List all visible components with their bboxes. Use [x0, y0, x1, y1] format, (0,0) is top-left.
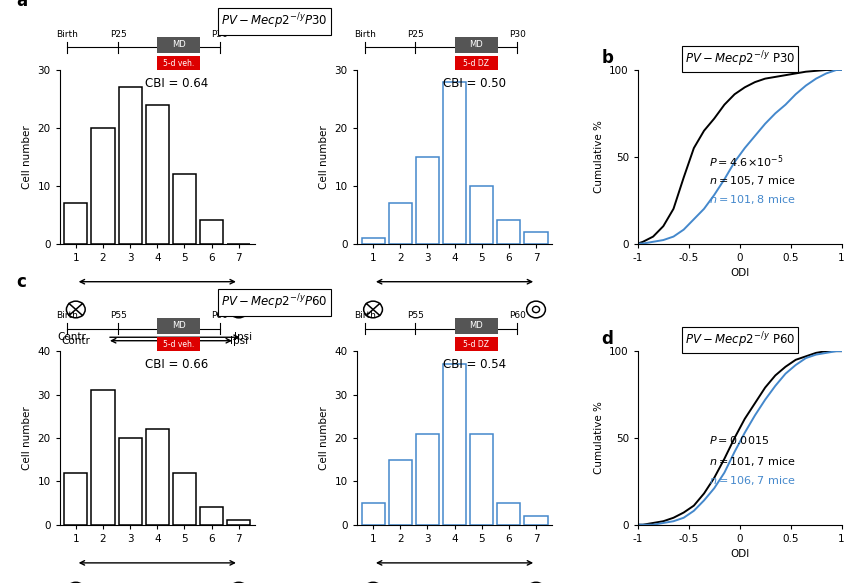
- Text: Ipsi: Ipsi: [230, 336, 248, 346]
- Text: P30: P30: [212, 30, 229, 38]
- Text: 5-d veh.: 5-d veh.: [163, 58, 195, 68]
- Y-axis label: Cell number: Cell number: [22, 125, 31, 189]
- Text: CBI = 0.66: CBI = 0.66: [145, 358, 208, 371]
- Bar: [65, 203, 88, 244]
- Bar: [119, 87, 142, 244]
- Text: P25: P25: [110, 30, 127, 38]
- Text: $n = 101, 8\ \mathrm{mice}$: $n = 101, 8\ \mathrm{mice}$: [709, 193, 796, 206]
- Text: 5-d DZ: 5-d DZ: [463, 58, 489, 68]
- Bar: [200, 507, 224, 525]
- Y-axis label: Cell number: Cell number: [22, 406, 31, 470]
- Text: $P = 4.6{\times}10^{-5}$: $P = 4.6{\times}10^{-5}$: [709, 153, 784, 170]
- Text: Birth: Birth: [56, 311, 78, 320]
- Bar: [470, 434, 493, 525]
- Text: P55: P55: [110, 311, 127, 320]
- Bar: [416, 434, 439, 525]
- Y-axis label: Cumulative %: Cumulative %: [593, 120, 604, 193]
- Text: $n = 106, 7\ \mathrm{mice}$: $n = 106, 7\ \mathrm{mice}$: [709, 475, 796, 487]
- Bar: [92, 390, 115, 525]
- Title: $\it{PV-Mecp2}^{-/y}$ P60: $\it{PV-Mecp2}^{-/y}$ P60: [684, 331, 795, 350]
- Bar: [388, 203, 411, 244]
- Text: Birth: Birth: [354, 311, 376, 320]
- Bar: [361, 503, 384, 525]
- Bar: [455, 37, 497, 52]
- Text: P30: P30: [508, 30, 525, 38]
- Text: MD: MD: [172, 40, 185, 50]
- Bar: [157, 37, 201, 52]
- Text: Birth: Birth: [56, 30, 78, 38]
- Bar: [455, 318, 497, 334]
- Text: MD: MD: [469, 40, 483, 50]
- Text: CBI = 0.54: CBI = 0.54: [443, 358, 506, 371]
- Text: b: b: [601, 49, 613, 67]
- Bar: [227, 521, 250, 525]
- Bar: [65, 473, 88, 525]
- Text: MD: MD: [172, 321, 185, 331]
- Bar: [361, 238, 384, 244]
- Bar: [157, 56, 201, 70]
- Y-axis label: Cell number: Cell number: [319, 125, 329, 189]
- Text: Birth: Birth: [354, 30, 376, 38]
- Title: $\it{PV-Mecp2}^{-/y}$ P30: $\it{PV-Mecp2}^{-/y}$ P30: [684, 49, 795, 69]
- Bar: [173, 473, 196, 525]
- Text: P55: P55: [407, 311, 424, 320]
- Text: c: c: [16, 273, 26, 291]
- Bar: [157, 337, 201, 351]
- Bar: [173, 174, 196, 244]
- Bar: [470, 185, 493, 244]
- Text: $\it{PV-Mecp2}^{-/y}$$\it{P60}$: $\it{PV-Mecp2}^{-/y}$$\it{P60}$: [221, 293, 328, 312]
- Text: $P = 0.0015$: $P = 0.0015$: [709, 434, 769, 447]
- Bar: [145, 105, 169, 244]
- Text: $n = 105, 7\ \mathrm{mice}$: $n = 105, 7\ \mathrm{mice}$: [709, 174, 796, 187]
- Text: MD: MD: [469, 321, 483, 331]
- Text: 5-d veh.: 5-d veh.: [163, 340, 195, 349]
- Text: $n = 101, 7\ \mathrm{mice}$: $n = 101, 7\ \mathrm{mice}$: [709, 455, 796, 468]
- Text: P60: P60: [508, 311, 525, 320]
- Bar: [443, 82, 466, 244]
- Bar: [443, 364, 466, 525]
- Text: Contr: Contr: [58, 332, 87, 342]
- Bar: [455, 337, 497, 351]
- Text: a: a: [16, 0, 27, 10]
- Text: Ipsi: Ipsi: [234, 332, 252, 342]
- Text: d: d: [601, 331, 613, 348]
- Bar: [416, 157, 439, 244]
- Text: CBI = 0.50: CBI = 0.50: [443, 77, 506, 90]
- Bar: [524, 516, 547, 525]
- Bar: [119, 438, 142, 525]
- Bar: [92, 128, 115, 244]
- Bar: [145, 429, 169, 525]
- Text: CBI = 0.64: CBI = 0.64: [145, 77, 208, 90]
- Y-axis label: Cell number: Cell number: [319, 406, 329, 470]
- Bar: [497, 220, 520, 244]
- Text: P60: P60: [212, 311, 229, 320]
- Bar: [455, 56, 497, 70]
- X-axis label: ODI: ODI: [730, 549, 750, 559]
- X-axis label: ODI: ODI: [730, 268, 750, 278]
- Text: P25: P25: [407, 30, 424, 38]
- Text: 5-d DZ: 5-d DZ: [463, 340, 489, 349]
- Text: $\it{PV-Mecp2}^{-/y}$$\it{P30}$: $\it{PV-Mecp2}^{-/y}$$\it{P30}$: [221, 12, 328, 31]
- Bar: [157, 318, 201, 334]
- Bar: [200, 220, 224, 244]
- Text: Contr: Contr: [61, 336, 90, 346]
- Bar: [388, 459, 411, 525]
- Bar: [497, 503, 520, 525]
- Y-axis label: Cumulative %: Cumulative %: [593, 402, 604, 475]
- Bar: [524, 232, 547, 244]
